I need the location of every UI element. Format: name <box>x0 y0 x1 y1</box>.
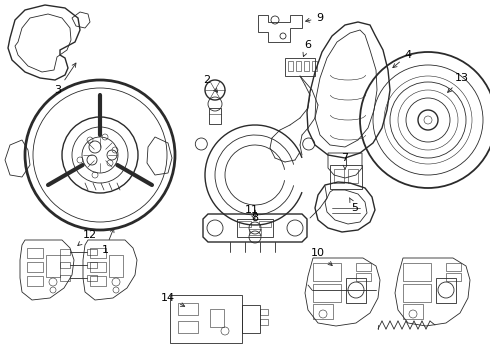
Bar <box>259 221 271 227</box>
Bar <box>46 255 60 277</box>
Text: 11: 11 <box>245 205 259 219</box>
Bar <box>313 284 341 302</box>
Bar <box>312 61 317 71</box>
Text: 5: 5 <box>349 198 359 213</box>
Bar <box>178 303 198 315</box>
Text: 7: 7 <box>342 153 348 169</box>
Text: 8: 8 <box>251 210 259 223</box>
Bar <box>304 61 309 71</box>
Bar <box>242 305 260 333</box>
Bar <box>296 61 301 71</box>
Bar <box>210 309 224 327</box>
Text: 6: 6 <box>303 40 312 57</box>
Bar <box>260 309 268 315</box>
Bar <box>356 273 371 281</box>
Bar <box>356 263 371 271</box>
Bar <box>27 248 43 258</box>
Bar <box>90 248 106 258</box>
Bar <box>109 255 123 277</box>
Text: 9: 9 <box>306 13 323 23</box>
Bar <box>170 295 242 343</box>
Bar <box>436 278 456 303</box>
Bar <box>446 263 461 271</box>
Text: 3: 3 <box>54 63 76 95</box>
Bar <box>285 58 315 76</box>
Bar <box>446 273 461 281</box>
Bar <box>313 304 333 319</box>
Bar <box>27 276 43 286</box>
Bar <box>60 275 70 281</box>
Bar <box>249 229 261 235</box>
Bar <box>60 262 70 268</box>
Bar <box>313 263 341 281</box>
Bar <box>403 304 423 319</box>
Text: 1: 1 <box>101 229 114 255</box>
Bar <box>209 108 221 124</box>
Bar <box>348 169 358 183</box>
Bar <box>403 284 431 302</box>
Bar <box>334 169 344 183</box>
Bar <box>178 321 198 333</box>
Bar <box>260 319 268 325</box>
Bar <box>90 262 106 272</box>
Bar <box>403 263 431 281</box>
Text: 10: 10 <box>311 248 332 266</box>
Bar <box>87 249 97 255</box>
Bar <box>288 61 293 71</box>
Text: 2: 2 <box>203 75 218 92</box>
Bar <box>87 262 97 268</box>
Bar <box>27 262 43 272</box>
Bar <box>87 275 97 281</box>
Bar <box>330 165 362 189</box>
Text: 14: 14 <box>161 293 185 306</box>
Bar <box>90 276 106 286</box>
Text: 4: 4 <box>393 50 412 68</box>
Bar <box>60 249 70 255</box>
Bar <box>237 219 273 237</box>
Bar <box>346 278 366 303</box>
Text: 12: 12 <box>78 230 97 246</box>
Text: 13: 13 <box>448 73 469 93</box>
Bar <box>239 221 251 227</box>
